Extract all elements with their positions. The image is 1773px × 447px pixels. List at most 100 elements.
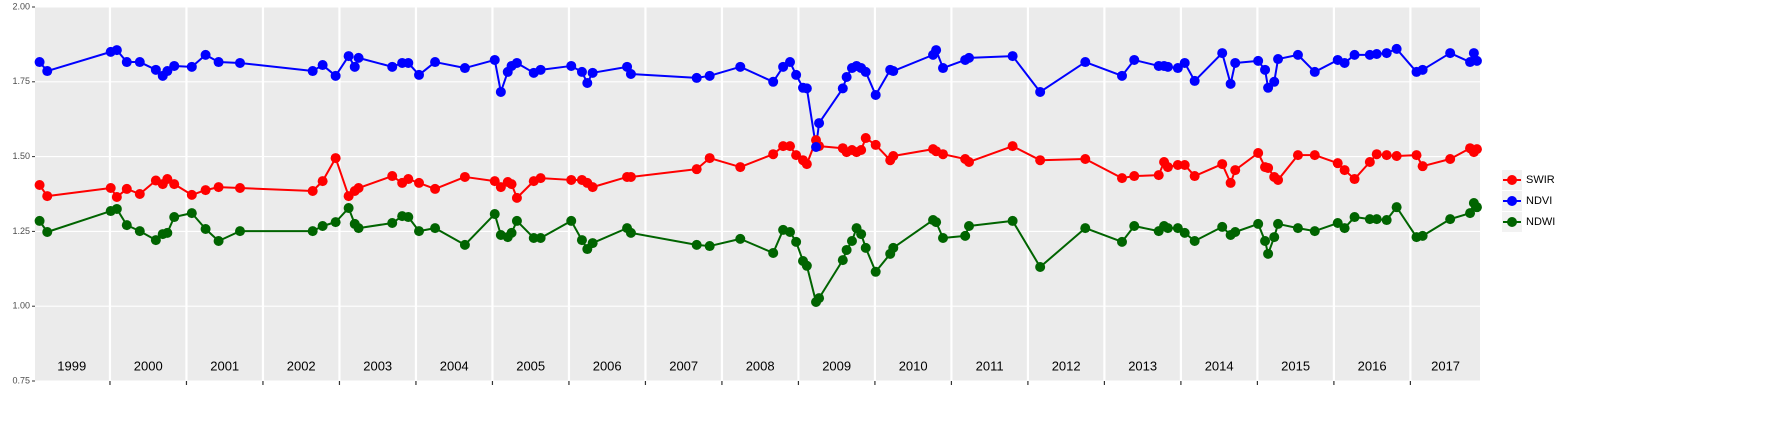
data-point xyxy=(582,77,593,88)
legend-label: NDWI xyxy=(1526,216,1555,228)
data-point xyxy=(1269,232,1280,243)
data-point xyxy=(566,60,577,71)
data-point xyxy=(330,70,341,81)
year-label: 2010 xyxy=(899,358,928,373)
data-point xyxy=(162,66,173,77)
data-point xyxy=(353,223,364,234)
data-point xyxy=(1417,64,1428,75)
data-point xyxy=(162,174,173,185)
y-tick-label: 1.50 xyxy=(12,151,30,161)
data-point xyxy=(1153,170,1164,181)
data-point xyxy=(1332,218,1343,229)
panel-background xyxy=(35,7,1480,381)
data-point xyxy=(856,229,867,240)
data-point xyxy=(535,173,546,184)
data-point xyxy=(1471,144,1482,155)
data-point xyxy=(200,185,211,196)
data-point xyxy=(1445,214,1456,225)
year-label: 2007 xyxy=(669,358,698,373)
data-point xyxy=(814,118,825,129)
data-point xyxy=(625,69,636,80)
data-point xyxy=(1230,226,1241,237)
year-label: 2011 xyxy=(976,358,1004,373)
data-point xyxy=(691,239,702,250)
data-point xyxy=(625,227,636,238)
year-label: 2004 xyxy=(440,358,469,373)
data-point xyxy=(430,57,441,68)
data-point xyxy=(1349,49,1360,60)
data-point xyxy=(111,203,122,214)
data-point xyxy=(169,212,180,223)
data-point xyxy=(213,235,224,246)
data-point xyxy=(430,223,441,234)
data-point xyxy=(888,66,899,77)
data-point xyxy=(1371,48,1382,59)
data-point xyxy=(34,180,45,191)
data-point xyxy=(1349,174,1360,185)
data-point xyxy=(1339,57,1350,68)
data-point xyxy=(317,60,328,71)
data-point xyxy=(1230,57,1241,68)
data-point xyxy=(785,226,796,237)
data-point xyxy=(403,212,414,223)
data-point xyxy=(735,162,746,173)
data-point xyxy=(587,67,598,78)
data-point xyxy=(1269,76,1280,87)
year-label: 2016 xyxy=(1358,358,1387,373)
data-point xyxy=(888,151,899,162)
data-point xyxy=(1292,49,1303,60)
data-point xyxy=(1391,43,1402,54)
data-point xyxy=(1309,150,1320,161)
data-point xyxy=(186,189,197,200)
data-point xyxy=(1253,218,1264,229)
year-label: 2002 xyxy=(287,358,316,373)
data-point xyxy=(1260,235,1271,246)
data-point xyxy=(801,159,812,170)
data-point xyxy=(213,57,224,68)
data-point xyxy=(1273,218,1284,229)
data-point xyxy=(1162,223,1173,234)
data-point xyxy=(704,153,715,164)
year-label: 2000 xyxy=(134,358,163,373)
data-point xyxy=(625,171,636,182)
data-point xyxy=(1189,235,1200,246)
year-label: 1999 xyxy=(57,358,86,373)
data-point xyxy=(34,215,45,226)
data-point xyxy=(111,191,122,202)
data-point xyxy=(414,69,425,80)
data-point xyxy=(307,66,318,77)
data-point xyxy=(1309,66,1320,77)
data-point xyxy=(1339,165,1350,176)
data-point xyxy=(576,66,587,77)
data-point xyxy=(387,61,398,72)
data-point xyxy=(186,61,197,72)
data-point xyxy=(931,217,942,228)
data-point xyxy=(1381,150,1392,161)
data-point xyxy=(964,156,975,167)
data-point xyxy=(134,189,145,199)
data-point xyxy=(1035,86,1046,97)
data-point xyxy=(330,153,341,164)
data-point xyxy=(121,57,132,68)
data-point xyxy=(1080,153,1091,164)
data-point xyxy=(42,226,53,237)
data-point xyxy=(1391,151,1402,162)
data-point xyxy=(566,174,577,185)
data-point xyxy=(735,233,746,244)
data-point xyxy=(235,57,246,68)
data-point xyxy=(964,52,975,63)
data-point xyxy=(1172,159,1183,170)
data-point xyxy=(860,133,871,144)
data-point xyxy=(511,192,522,203)
data-point xyxy=(1381,215,1392,226)
data-point xyxy=(1263,82,1274,93)
data-point xyxy=(1007,141,1018,152)
legend-point xyxy=(1507,217,1517,227)
data-point xyxy=(1117,173,1128,184)
data-point xyxy=(414,226,425,237)
data-point xyxy=(704,241,715,252)
data-point xyxy=(150,235,161,246)
data-point xyxy=(1117,236,1128,247)
data-point xyxy=(1129,171,1140,182)
data-point xyxy=(121,183,132,194)
